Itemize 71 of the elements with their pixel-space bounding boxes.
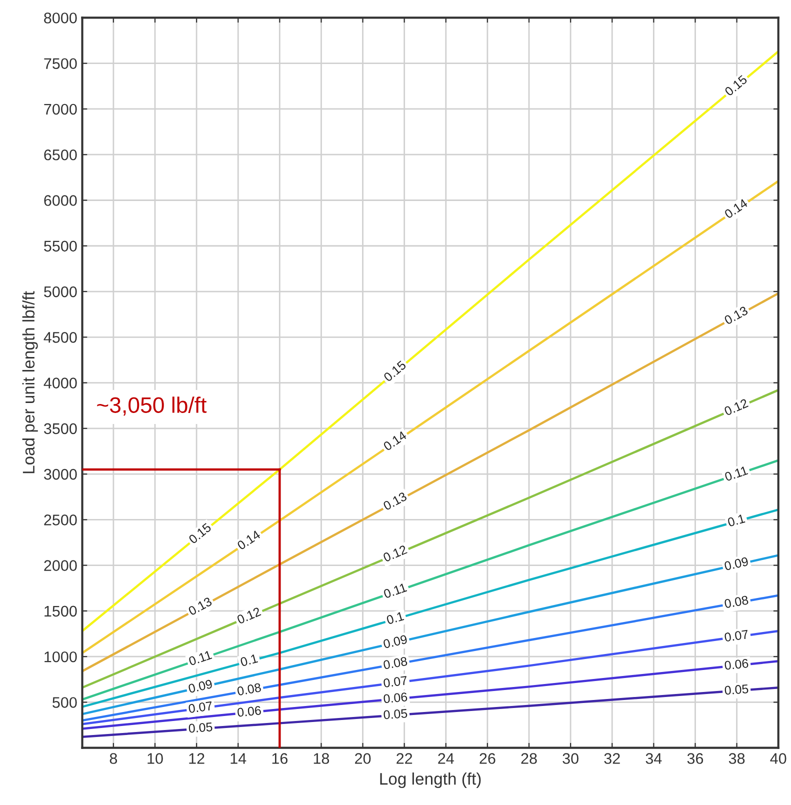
text: 0.05 [383,708,408,720]
y-tick-label: 6000 [44,195,77,206]
y-axis-title: Load per unit length lbf/ft [22,291,38,474]
text: 0.06 [383,692,408,704]
x-axis-title: Log length (ft) [380,772,481,788]
text: 0.11 [724,466,748,482]
y-tick-label: 6500 [44,149,77,160]
text: 0.14 [382,430,408,452]
y-tick-label: 2000 [44,560,77,571]
text: 0.15 [188,522,212,544]
y-tick-label: 1500 [44,606,77,617]
text: 0.07 [724,630,748,642]
text: 0.05 [188,722,212,733]
text: 0.13 [188,596,212,616]
y-tick-label: 2500 [44,514,77,526]
x-tick-label: 12 [189,753,204,764]
text: 0.14 [236,530,261,550]
x-tick-label: 20 [355,753,371,764]
text: 0.1 [240,654,258,667]
x-tick-label: 32 [604,753,620,764]
x-tick-label: 14 [230,753,246,764]
y-tick-label: 7500 [44,58,77,70]
x-tick-label: 28 [521,753,537,764]
y-tick-label: 3500 [44,423,77,434]
x-tick-label: 40 [770,753,786,764]
text: 0.06 [237,706,262,717]
x-tick-label: 16 [272,753,288,764]
text: 0.09 [382,634,408,649]
line-series [82,292,778,672]
y-tick-label: 4500 [44,332,77,343]
text: 0.1 [727,514,746,527]
x-tick-label: 24 [438,753,454,764]
y-tick-label: 8000 [44,12,77,24]
y-tick-label: 500 [52,697,77,708]
text: 0.06 [724,658,748,670]
text: 0.14 [724,198,748,219]
text: 0.15 [383,360,407,382]
y-tick-label: 4000 [44,378,77,388]
text: 0.15 [724,74,748,96]
text: 0.08 [383,656,408,670]
text: 0.11 [383,582,408,599]
y-tick-label: 3000 [44,468,77,480]
text: 0.07 [383,676,408,688]
x-tick-label: 30 [562,753,578,764]
series-label: 0.05 [724,684,748,695]
x-tick-label: 38 [728,753,745,764]
text: 0.08 [236,682,262,696]
x-tick-label: 22 [396,753,412,764]
text: 0.07 [188,701,212,714]
text: 0.08 [724,595,749,608]
line-series [82,459,778,701]
text: 0.12 [724,398,748,416]
text: 0.12 [236,606,262,624]
text: 0.09 [188,679,213,694]
text: 0.13 [724,306,748,325]
y-tick-label: 5500 [44,240,77,252]
y-tick-label: 1000 [44,651,77,662]
y-tick-label: 5000 [44,286,77,298]
text: 0.09 [724,556,749,571]
text: 0.12 [382,544,408,562]
text: 0.11 [188,650,212,666]
text: 0.13 [382,492,408,511]
x-tick-label: 26 [480,753,496,764]
x-tick-label: 10 [148,753,163,764]
x-tick-label: 18 [314,753,330,764]
ref-line-label: ~3,050 lb/ft [97,396,207,416]
x-tick-label: 36 [687,753,704,764]
text: 0.1 [386,612,404,625]
x-tick-label: 8 [110,753,118,764]
x-tick-label: 34 [646,753,662,764]
y-tick-label: 7000 [44,104,77,115]
